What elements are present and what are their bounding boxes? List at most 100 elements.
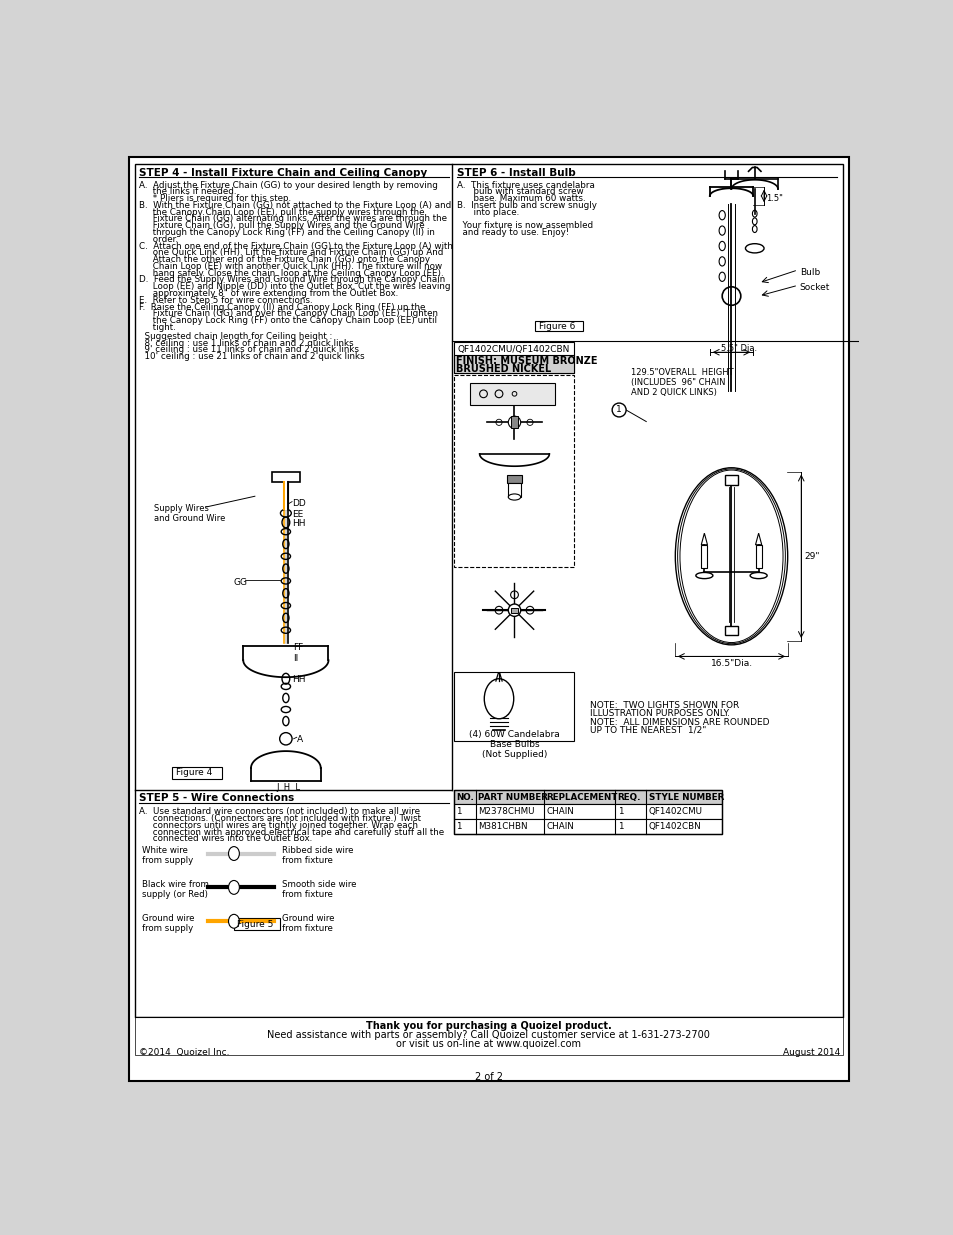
Text: GG: GG [233, 578, 248, 587]
Bar [508, 483, 520, 496]
Text: base. Maximum 60 watts.: base. Maximum 60 watts. [456, 194, 585, 203]
Bar [724, 475, 737, 484]
Text: A.  Adjust the Fixture Chain (GG) to your desired length by removing: A. Adjust the Fixture Chain (GG) to your… [139, 180, 437, 189]
Bar [454, 804, 721, 819]
Bar [134, 1016, 842, 1055]
Text: or visit us on-line at www.quoizel.com: or visit us on-line at www.quoizel.com [396, 1039, 580, 1049]
Text: Socket: Socket [799, 283, 829, 291]
Text: 1: 1 [617, 823, 622, 831]
Text: connection with approved electrical tape and carefully stuff all the: connection with approved electrical tape… [139, 827, 444, 836]
Text: Figure 4: Figure 4 [175, 768, 212, 777]
Text: FF: FF [294, 642, 304, 652]
Text: Ribbed side wire
from fixture: Ribbed side wire from fixture [282, 846, 354, 866]
Text: Your fixture is now assembled: Your fixture is now assembled [456, 221, 593, 230]
Bar [454, 354, 574, 373]
Circle shape [612, 403, 625, 417]
Text: 10' ceiling : use 21 links of chain and 2 quick links: 10' ceiling : use 21 links of chain and … [139, 352, 365, 362]
Text: 1.5": 1.5" [765, 194, 782, 204]
Text: Supply Wires
and Ground Wire: Supply Wires and Ground Wire [154, 504, 225, 524]
Text: STEP 4 - Install Fixture Chain and Ceiling Canopy: STEP 4 - Install Fixture Chain and Ceili… [139, 168, 427, 178]
Bar [172, 767, 222, 779]
Text: and ready to use. Enjoy!: and ready to use. Enjoy! [456, 228, 569, 237]
Text: PART NUMBER: PART NUMBER [477, 793, 548, 802]
Text: * Pliers is required for this step.: * Pliers is required for this step. [139, 194, 292, 203]
Text: F.  Raise the Ceiling Canopy (II) and Canopy Lock Ring (FF) up the: F. Raise the Ceiling Canopy (II) and Can… [139, 303, 425, 311]
Text: Bulb: Bulb [799, 268, 819, 277]
Bar [454, 374, 574, 567]
Text: 1: 1 [456, 823, 461, 831]
Text: C.  Attach one end of the Fixture Chain (GG) to the Fixture Loop (A) with: C. Attach one end of the Fixture Chain (… [139, 242, 453, 251]
Text: EE: EE [292, 510, 303, 519]
Bar [454, 672, 574, 741]
Text: ILLUSTRATION PURPOSES ONLY.: ILLUSTRATION PURPOSES ONLY. [589, 709, 729, 718]
Text: NOTE:  TWO LIGHTS SHOWN FOR: NOTE: TWO LIGHTS SHOWN FOR [589, 701, 739, 710]
Text: Loop (EE) and Nipple (DD) into the Outlet Box. Cut the wires leaving: Loop (EE) and Nipple (DD) into the Outle… [139, 282, 451, 291]
Bar [510, 416, 517, 429]
Ellipse shape [695, 573, 712, 579]
Text: D.  Feed the Supply Wires and Ground Wire through the Canopy Chain: D. Feed the Supply Wires and Ground Wire… [139, 275, 445, 284]
Text: QF1402CMU: QF1402CMU [648, 808, 701, 816]
Ellipse shape [484, 679, 513, 719]
Text: bulb with standard screw: bulb with standard screw [456, 188, 583, 196]
Bar [724, 626, 737, 635]
Ellipse shape [229, 914, 239, 929]
Text: (4) 60W Candelabra
Base Bulbs
(Not Supplied): (4) 60W Candelabra Base Bulbs (Not Suppl… [469, 730, 559, 760]
Text: 129.5"OVERALL  HEIGHT
(INCLUDES  96" CHAIN
AND 2 QUICK LINKS): 129.5"OVERALL HEIGHT (INCLUDES 96" CHAIN… [630, 368, 733, 398]
Text: UP TO THE NEAREST  1/2": UP TO THE NEAREST 1/2" [589, 726, 705, 735]
Text: Suggested chain length for Ceiling height :: Suggested chain length for Ceiling heigh… [139, 332, 333, 341]
Bar [134, 163, 842, 1016]
Ellipse shape [749, 573, 766, 579]
Text: DD: DD [292, 499, 306, 508]
Text: 1: 1 [456, 808, 461, 816]
Text: Fixture Chain (GG) and over the Canopy Chain Loop (EE). Tighten: Fixture Chain (GG) and over the Canopy C… [139, 309, 438, 319]
Text: REPLACEMENT: REPLACEMENT [546, 793, 617, 802]
Text: ©2014  Quoizel Inc.: ©2014 Quoizel Inc. [138, 1047, 229, 1057]
Text: HH: HH [292, 519, 305, 527]
Text: Smooth side wire
from fixture: Smooth side wire from fixture [282, 879, 356, 899]
Text: the links if needed.: the links if needed. [139, 188, 236, 196]
Bar [506, 475, 521, 483]
Bar [272, 472, 299, 483]
Circle shape [508, 604, 520, 616]
Text: QF1402CBN: QF1402CBN [648, 823, 700, 831]
Text: STEP 5 - Wire Connections: STEP 5 - Wire Connections [139, 793, 294, 804]
Text: B.  With the Fixture Chain (GG) not attached to the Fixture Loop (A) and: B. With the Fixture Chain (GG) not attac… [139, 201, 451, 210]
Text: Fixture Chain (GG) alternating links. After the wires are through the: Fixture Chain (GG) alternating links. Af… [139, 215, 447, 224]
Text: FINISH: MUSEUM BRONZE: FINISH: MUSEUM BRONZE [456, 356, 597, 366]
Text: BRUSHED NICKEL: BRUSHED NICKEL [456, 364, 550, 374]
Text: Black wire from
supply (or Red): Black wire from supply (or Red) [142, 879, 209, 899]
Text: NOTE:  ALL DIMENSIONS ARE ROUNDED: NOTE: ALL DIMENSIONS ARE ROUNDED [589, 718, 768, 727]
Text: CHAIN: CHAIN [546, 823, 574, 831]
Text: connectors until wires are tightly joined together. Wrap each: connectors until wires are tightly joine… [139, 821, 418, 830]
Text: E.  Refer to Step 5 for wire connections.: E. Refer to Step 5 for wire connections. [139, 295, 313, 305]
Ellipse shape [229, 881, 239, 894]
Ellipse shape [229, 846, 239, 861]
Text: STEP 6 - Install Bulb: STEP 6 - Install Bulb [456, 168, 576, 178]
Text: one Quick Link (HH). Lift the fixture and Fixture Chain (GG) up And: one Quick Link (HH). Lift the fixture an… [139, 248, 443, 257]
Text: through the Canopy Lock Ring (FF) and the Ceiling Canopy (II) in: through the Canopy Lock Ring (FF) and th… [139, 228, 435, 237]
Text: 8' ceiling : use 1 links of chain and 2 quick links: 8' ceiling : use 1 links of chain and 2 … [139, 338, 354, 348]
Text: approximately 8" of wire extending from the Outlet Box.: approximately 8" of wire extending from … [139, 289, 398, 298]
Circle shape [508, 416, 520, 429]
Bar [700, 545, 707, 568]
Text: Ground wire
from supply: Ground wire from supply [142, 914, 194, 932]
Bar [233, 918, 280, 930]
Text: connected wires into the Outlet Box.: connected wires into the Outlet Box. [139, 835, 313, 844]
Text: Ground wire
from fixture: Ground wire from fixture [282, 914, 335, 932]
Text: M381CHBN: M381CHBN [477, 823, 527, 831]
Ellipse shape [508, 494, 520, 500]
Text: hang safely. Close the chain  loop at the Ceiling Canopy Loop (EE).: hang safely. Close the chain loop at the… [139, 269, 443, 278]
Text: the Canopy Lock Ring (FF) onto the Canopy Chain Loop (EE) until: the Canopy Lock Ring (FF) onto the Canop… [139, 316, 436, 325]
Text: M2378CHMU: M2378CHMU [477, 808, 534, 816]
Text: II: II [294, 655, 298, 663]
Text: HH: HH [292, 674, 305, 684]
Text: tight.: tight. [139, 322, 176, 332]
Text: White wire
from supply: White wire from supply [142, 846, 193, 866]
Text: A.  This fixture uses candelabra: A. This fixture uses candelabra [456, 180, 595, 189]
Text: 16.5"Dia.: 16.5"Dia. [711, 659, 753, 668]
Text: into place.: into place. [456, 207, 518, 216]
Text: Figure 6: Figure 6 [537, 322, 575, 331]
Bar [535, 321, 583, 331]
Text: J  H  L: J H L [276, 783, 300, 792]
Text: QF1402CMU/QF1402CBN: QF1402CMU/QF1402CBN [456, 345, 569, 353]
